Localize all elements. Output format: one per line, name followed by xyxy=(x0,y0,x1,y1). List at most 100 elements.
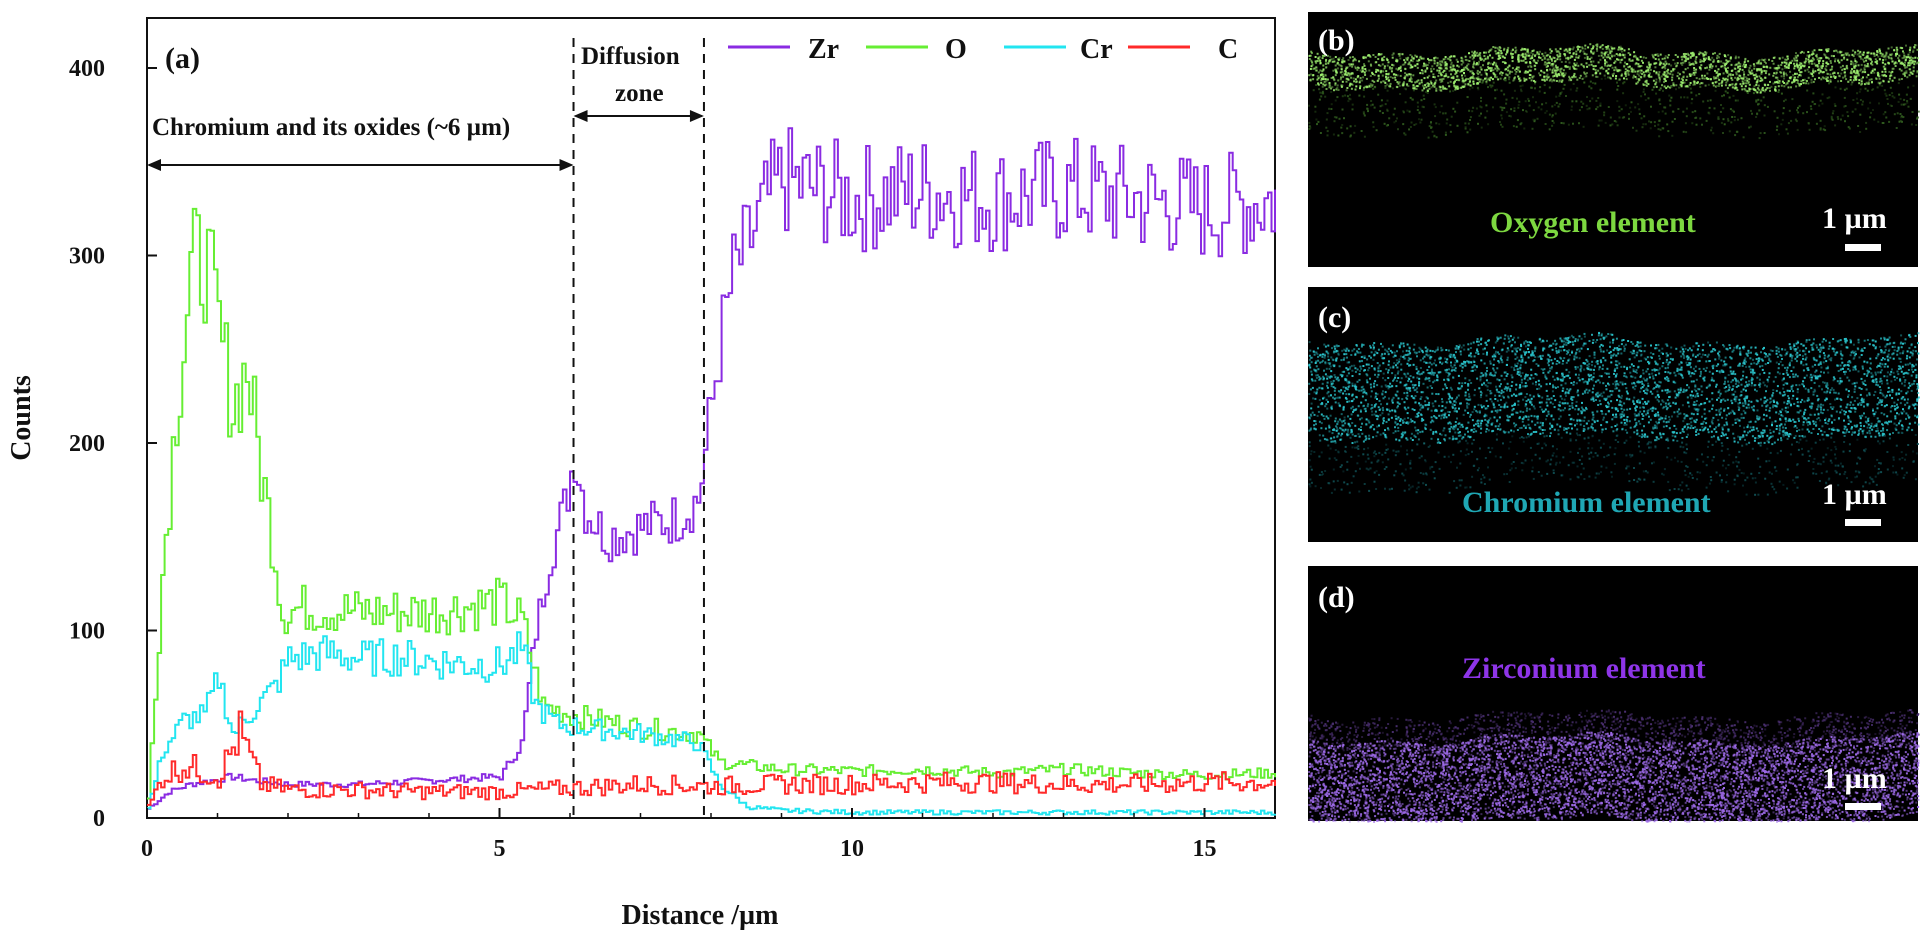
map-speckle xyxy=(1439,71,1442,74)
map-speckle xyxy=(1681,64,1684,66)
map-speckle xyxy=(1747,69,1750,72)
map-speckle xyxy=(1651,372,1654,375)
map-speckle xyxy=(1453,55,1456,58)
map-speckle xyxy=(1832,406,1835,409)
map-speckle xyxy=(1598,368,1601,371)
map-speckle xyxy=(1727,374,1730,376)
map-speckle xyxy=(1419,408,1422,411)
map-speckle xyxy=(1657,73,1660,76)
map-speckle xyxy=(1639,55,1642,58)
map-speckle xyxy=(1547,53,1550,56)
map-speckle xyxy=(1454,68,1456,71)
map-speckle xyxy=(1310,59,1313,62)
map-speckle xyxy=(1648,67,1651,69)
map-speckle xyxy=(1503,106,1506,109)
map-speckle xyxy=(1415,80,1418,83)
map-speckle xyxy=(1585,62,1588,65)
map-speckle xyxy=(1909,55,1912,58)
map-speckle xyxy=(1900,346,1903,349)
map-speckle xyxy=(1619,69,1622,72)
map-speckle xyxy=(1467,83,1470,86)
map-speckle xyxy=(1387,76,1390,79)
map-speckle xyxy=(1712,75,1715,78)
map-speckle xyxy=(1672,110,1675,113)
map-speckle xyxy=(1640,350,1643,353)
map-speckle xyxy=(1545,110,1548,113)
map-speckle xyxy=(1492,46,1495,48)
map-speckle xyxy=(1860,68,1863,71)
map-speckle xyxy=(1397,426,1400,429)
map-speckle xyxy=(1681,376,1684,379)
map-speckle xyxy=(1780,439,1783,442)
map-speckle xyxy=(1317,120,1320,123)
map-speckle xyxy=(1336,428,1339,431)
map-speckle xyxy=(1897,100,1900,103)
map-speckle xyxy=(1526,71,1529,73)
map-speckle xyxy=(1774,81,1777,84)
map-speckle xyxy=(1739,401,1741,404)
map-speckle xyxy=(1461,69,1463,71)
map-speckle xyxy=(1425,396,1428,399)
map-speckle xyxy=(1679,368,1682,371)
map-speckle xyxy=(1478,71,1481,74)
map-speckle xyxy=(1650,75,1653,78)
map-speckle xyxy=(1669,357,1672,360)
map-speckle xyxy=(1632,76,1635,79)
map-speckle xyxy=(1505,102,1508,105)
map-speckle xyxy=(1863,67,1866,70)
map-speckle xyxy=(1390,70,1393,73)
map-speckle xyxy=(1666,399,1669,402)
map-speckle xyxy=(1324,74,1327,77)
map-speckle xyxy=(1613,120,1616,122)
map-speckle xyxy=(1703,53,1706,56)
map-speckle xyxy=(1645,81,1648,84)
map-speckle xyxy=(1847,361,1850,364)
map-speckle xyxy=(1644,84,1647,86)
map-speckle xyxy=(1628,65,1631,68)
map-speckle xyxy=(1478,114,1481,117)
map-speckle xyxy=(1418,118,1420,121)
map-speckle xyxy=(1496,67,1499,70)
map-speckle xyxy=(1315,423,1317,426)
map-speckle xyxy=(1862,76,1864,79)
map-speckle xyxy=(1754,89,1757,92)
map-speckle xyxy=(1356,76,1359,79)
map-speckle xyxy=(1382,80,1385,83)
map-speckle xyxy=(1431,130,1434,133)
map-speckle xyxy=(1864,57,1866,59)
map-speckle xyxy=(1764,76,1767,79)
map-speckle xyxy=(1564,54,1567,57)
map-speckle xyxy=(1517,75,1520,78)
map-speckle xyxy=(1395,73,1397,76)
map-speckle xyxy=(1855,61,1858,64)
map-speckle xyxy=(1802,357,1804,360)
map-speckle xyxy=(1479,57,1482,59)
map-speckle xyxy=(1443,75,1446,78)
map-speckle xyxy=(1853,65,1856,68)
map-speckle xyxy=(1548,113,1551,116)
map-speckle xyxy=(1667,72,1670,75)
map-speckle xyxy=(1517,56,1519,59)
map-speckle xyxy=(1878,77,1881,80)
map-speckle xyxy=(1839,405,1842,408)
map-speckle xyxy=(1459,353,1462,356)
map-speckle xyxy=(1351,83,1354,86)
map-speckle xyxy=(1402,350,1404,353)
map-speckle xyxy=(1377,64,1380,67)
map-speckle xyxy=(1780,64,1783,66)
map-speckle xyxy=(1334,99,1337,102)
map-speckle xyxy=(1915,124,1918,126)
map-speckle xyxy=(1314,105,1317,108)
map-speckle xyxy=(1471,72,1474,75)
map-speckle xyxy=(1362,88,1365,91)
map-speckle xyxy=(1785,128,1788,131)
map-speckle xyxy=(1736,63,1739,65)
map-speckle xyxy=(1878,58,1881,61)
map-speckle xyxy=(1506,356,1509,359)
map-speckle xyxy=(1822,71,1825,74)
map-speckle xyxy=(1761,78,1764,81)
map-speckle xyxy=(1511,376,1514,379)
map-speckle xyxy=(1513,369,1516,371)
map-speckle xyxy=(1381,112,1384,114)
